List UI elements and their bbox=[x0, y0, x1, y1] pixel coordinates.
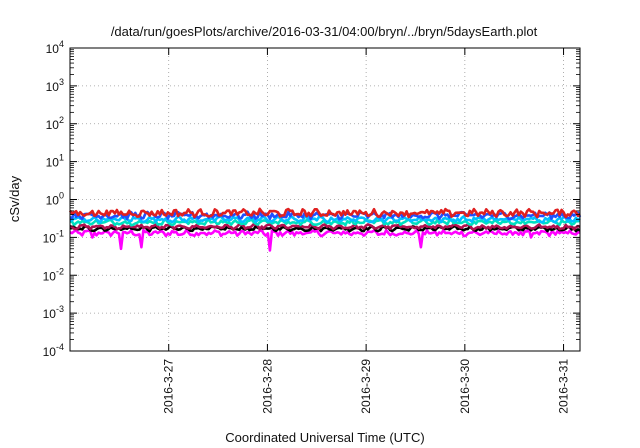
x-tick-label: 2016-3-29 bbox=[359, 359, 373, 414]
grid-lines bbox=[70, 48, 580, 351]
series-line-7 bbox=[68, 207, 581, 219]
y-tick-label: 100 bbox=[46, 191, 64, 208]
x-axis-label: Coordinated Universal Time (UTC) bbox=[225, 430, 424, 445]
chart-title: /data/run/goesPlots/archive/2016-03-31/0… bbox=[111, 24, 538, 39]
y-axis-label: cSv/day bbox=[7, 175, 22, 222]
x-tick-label: 2016-3-30 bbox=[458, 359, 472, 414]
series-lines bbox=[68, 207, 582, 252]
series-line-3 bbox=[69, 222, 581, 231]
y-tick-label: 103 bbox=[46, 77, 64, 94]
y-tick-label: 101 bbox=[46, 153, 64, 170]
y-tick-label: 102 bbox=[46, 115, 64, 132]
x-tick-label: 2016-3-28 bbox=[260, 359, 274, 414]
x-tick-label: 2016-3-31 bbox=[557, 359, 571, 414]
y-tick-label: 104 bbox=[46, 39, 64, 56]
axis-ticks: 10-4 10-3 10-2 10-1 100 101 102 103 104 2016-3-27… bbox=[43, 39, 580, 414]
y-tick-label: 10-3 bbox=[43, 304, 64, 321]
y-tick-label: 10-4 bbox=[43, 342, 64, 359]
x-tick-label: 2016-3-27 bbox=[162, 359, 176, 414]
series-line-5 bbox=[69, 215, 581, 224]
series-line-2 bbox=[69, 224, 581, 233]
series-line-1 bbox=[69, 228, 581, 252]
y-tick-label: 10-1 bbox=[43, 228, 64, 245]
y-tick-label: 10-2 bbox=[43, 266, 64, 283]
